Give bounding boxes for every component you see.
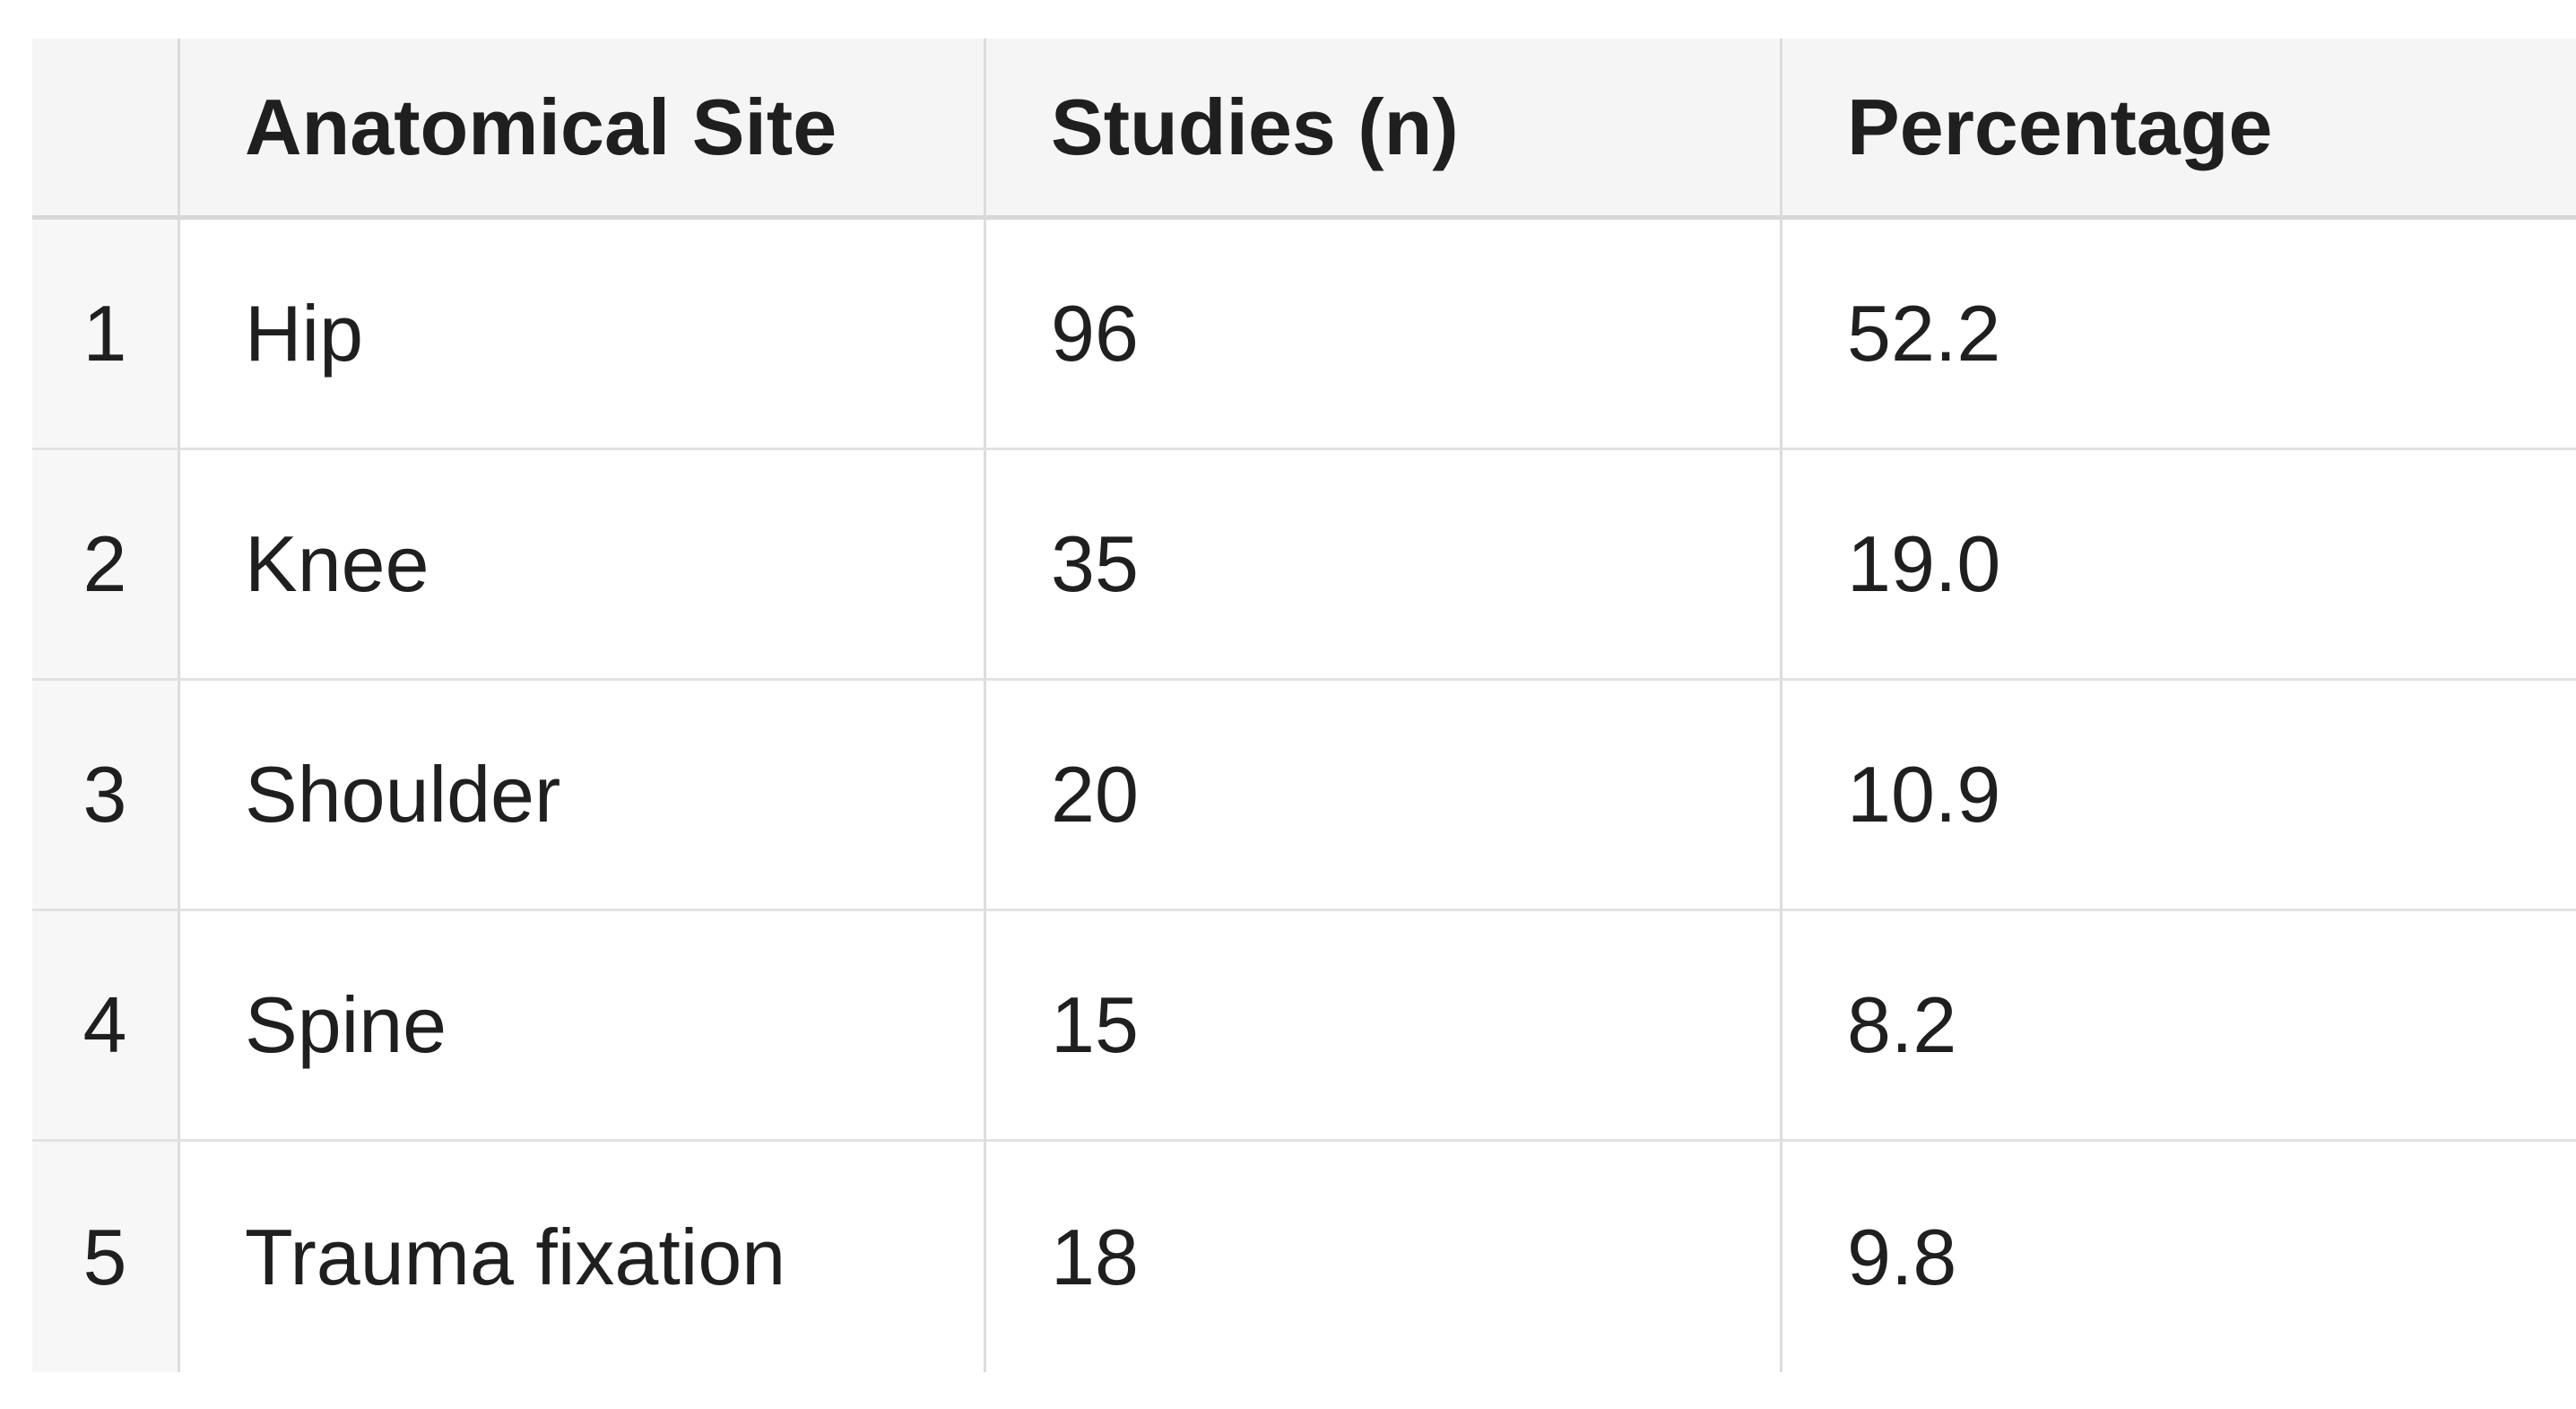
cell-anatomical-site[interactable]: Shoulder [180, 681, 986, 911]
cell-studies-n[interactable]: 35 [986, 450, 1782, 681]
cell-percentage[interactable]: 19.0 [1782, 450, 2576, 681]
cell-percentage[interactable]: 9.8 [1782, 1142, 2576, 1372]
cell-percentage[interactable]: 10.9 [1782, 681, 2576, 911]
column-header-studies-n[interactable]: Studies (n) [986, 39, 1782, 220]
anatomical-site-table: Anatomical Site Studies (n) Percentage 1… [32, 39, 2576, 1372]
cell-studies-n[interactable]: 96 [986, 220, 1782, 450]
cell-studies-n[interactable]: 18 [986, 1142, 1782, 1372]
column-header-row-index[interactable] [32, 39, 180, 220]
cell-anatomical-site[interactable]: Spine [180, 911, 986, 1142]
row-index-cell[interactable]: 4 [32, 911, 180, 1142]
cell-studies-n[interactable]: 15 [986, 911, 1782, 1142]
cell-percentage[interactable]: 8.2 [1782, 911, 2576, 1142]
row-index-cell[interactable]: 5 [32, 1142, 180, 1372]
cell-anatomical-site[interactable]: Trauma fixation [180, 1142, 986, 1372]
column-header-anatomical-site[interactable]: Anatomical Site [180, 39, 986, 220]
row-index-cell[interactable]: 2 [32, 450, 180, 681]
column-header-percentage[interactable]: Percentage [1782, 39, 2576, 220]
cell-anatomical-site[interactable]: Hip [180, 220, 986, 450]
row-index-cell[interactable]: 3 [32, 681, 180, 911]
cell-percentage[interactable]: 52.2 [1782, 220, 2576, 450]
cell-studies-n[interactable]: 20 [986, 681, 1782, 911]
cell-anatomical-site[interactable]: Knee [180, 450, 986, 681]
row-index-cell[interactable]: 1 [32, 220, 180, 450]
